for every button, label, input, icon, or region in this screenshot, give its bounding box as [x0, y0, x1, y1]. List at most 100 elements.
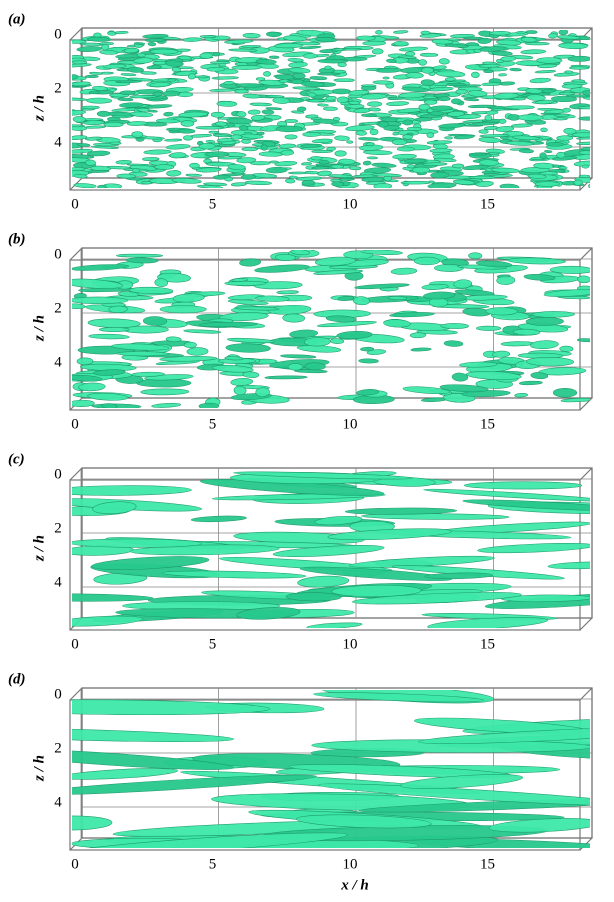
structure [531, 311, 575, 318]
structure [159, 356, 218, 362]
structure [552, 164, 562, 168]
y-tick-label: 0 [54, 246, 62, 262]
structure [493, 92, 520, 100]
x-tick-label: 10 [343, 196, 358, 212]
structure [430, 105, 453, 111]
structure [520, 36, 537, 43]
y-axis-label: z / h [31, 535, 47, 562]
structure [116, 173, 137, 179]
structure [242, 93, 262, 99]
structure [240, 133, 264, 139]
structure [86, 36, 112, 42]
structure [307, 99, 325, 103]
structure [140, 71, 157, 75]
structure [266, 31, 281, 38]
structure [363, 150, 393, 155]
structure [227, 337, 275, 344]
structure [76, 357, 94, 365]
structure [327, 528, 452, 541]
structure [371, 48, 384, 55]
structure [362, 160, 372, 166]
structure [495, 125, 515, 132]
structure [73, 183, 97, 188]
structure [292, 86, 320, 90]
structure [564, 70, 574, 74]
structure [96, 110, 111, 117]
structure [203, 158, 212, 164]
structure [282, 313, 306, 323]
structure [127, 66, 144, 73]
structure [250, 161, 271, 166]
structure [396, 146, 415, 152]
structure [538, 367, 587, 376]
structure [520, 49, 547, 55]
structure [336, 96, 349, 104]
structure [360, 84, 377, 88]
structure [560, 397, 590, 403]
structure [443, 340, 464, 347]
structure [525, 317, 564, 326]
structure [393, 41, 409, 47]
structure [371, 162, 397, 168]
structure [484, 114, 493, 122]
structure [186, 347, 209, 356]
structure [247, 109, 261, 115]
structure [534, 181, 560, 187]
structure [582, 90, 590, 96]
structure [72, 375, 103, 382]
structure [419, 33, 442, 38]
y-tick-label: 2 [54, 520, 62, 536]
structure [438, 58, 450, 65]
structure [429, 148, 453, 153]
structure [241, 147, 259, 152]
structure [234, 306, 280, 311]
structure [228, 48, 258, 52]
isosurface [72, 250, 590, 408]
structure [72, 154, 95, 159]
structure [287, 363, 304, 371]
structure [447, 111, 465, 117]
box-back [81, 27, 593, 179]
structure [529, 77, 551, 84]
structure [199, 35, 217, 39]
structure [426, 132, 435, 138]
structure [453, 134, 475, 140]
structure [360, 346, 375, 352]
structure [140, 388, 190, 396]
structure [356, 389, 380, 396]
structure [418, 103, 431, 111]
structure [195, 167, 222, 173]
structure [314, 256, 356, 267]
structure [386, 58, 397, 64]
structure [433, 157, 457, 162]
structure [347, 89, 370, 96]
structure [217, 156, 243, 160]
structure [136, 107, 150, 112]
structure [511, 135, 541, 141]
structure [431, 38, 454, 45]
structure [328, 174, 354, 178]
structure [432, 65, 447, 70]
structure [273, 43, 304, 49]
y-axis-label: z / h [31, 315, 47, 342]
x-tick-label: 0 [71, 196, 79, 212]
structure [550, 95, 577, 103]
structure [114, 30, 129, 35]
structure [182, 37, 203, 42]
structure [314, 515, 363, 526]
structure [234, 83, 265, 88]
structure [398, 92, 427, 99]
structure [72, 296, 129, 305]
structure [299, 45, 322, 50]
structure [567, 55, 590, 62]
structure [549, 265, 590, 274]
structure [242, 33, 261, 39]
structure [462, 499, 590, 511]
structure [131, 371, 165, 377]
structure [391, 138, 408, 146]
structure [241, 138, 252, 144]
structure [196, 185, 224, 188]
structure [421, 67, 434, 74]
structure [485, 307, 518, 316]
structure [545, 142, 565, 147]
